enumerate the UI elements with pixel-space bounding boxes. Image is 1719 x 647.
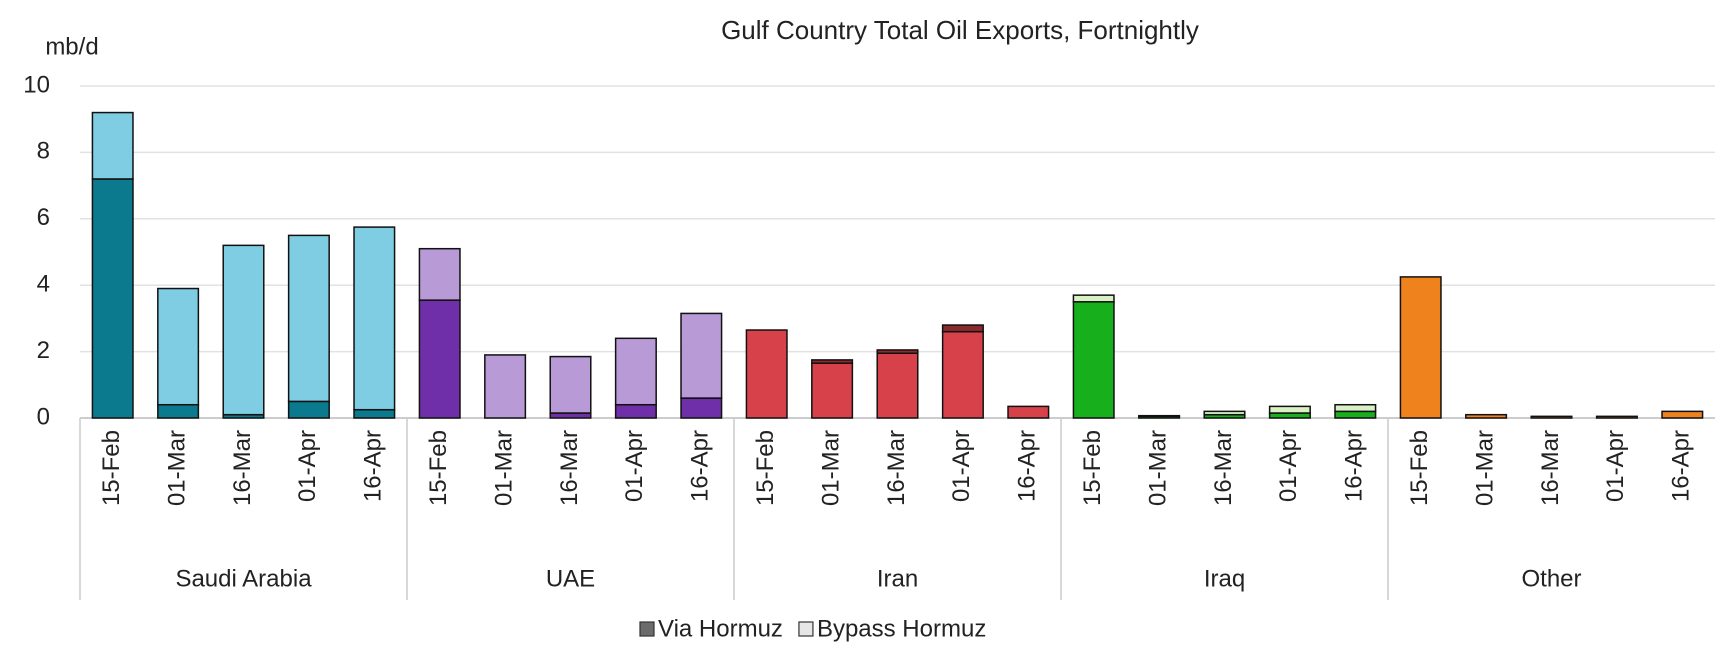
x-tick-label: 16-Apr <box>1341 430 1368 502</box>
bar-segment <box>680 397 723 419</box>
bar-segment <box>418 299 461 419</box>
group-label: Iran <box>877 565 918 592</box>
x-tick-label: 15-Feb <box>752 430 779 506</box>
x-tick-label: 15-Feb <box>1079 430 1106 506</box>
y-axis-label: mb/d <box>45 33 98 60</box>
y-tick-label: 10 <box>23 71 50 98</box>
bar-segment <box>91 178 134 419</box>
x-tick-label: 15-Feb <box>1406 430 1433 506</box>
x-tick-label: 16-Apr <box>360 430 387 502</box>
y-tick-label: 8 <box>37 138 50 165</box>
bar-segment <box>811 362 854 419</box>
x-tick-label: 16-Apr <box>687 430 714 502</box>
x-tick-label: 16-Mar <box>1537 430 1564 506</box>
bar-segment <box>1072 294 1115 303</box>
bar-segment <box>1334 410 1377 419</box>
bar-segment <box>876 352 919 419</box>
y-tick-label: 2 <box>37 337 50 364</box>
x-tick-label: 15-Feb <box>98 430 125 506</box>
bar-segment <box>941 324 984 333</box>
bar-segment <box>614 337 657 406</box>
bar-segment <box>1334 403 1377 413</box>
bar-segment <box>1661 410 1704 419</box>
bar-segment <box>1595 415 1638 419</box>
x-tick-label: 01-Apr <box>294 430 321 502</box>
y-tick-label: 6 <box>37 204 50 231</box>
x-tick-label: 16-Mar <box>556 430 583 506</box>
bar-segment <box>418 247 461 301</box>
legend-label: Bypass Hormuz <box>817 615 986 642</box>
bar-segment <box>1072 301 1115 419</box>
bar-segment <box>222 244 265 416</box>
x-tick-label: 01-Mar <box>1144 430 1171 506</box>
x-tick-label: 16-Mar <box>883 430 910 506</box>
x-tick-label: 16-Mar <box>1210 430 1237 506</box>
bar-segment <box>157 287 200 406</box>
bar-segment <box>1203 410 1246 416</box>
bar-segment <box>287 234 330 403</box>
bar-segment <box>680 312 723 399</box>
y-tick-label: 0 <box>37 403 50 430</box>
legend-swatch <box>798 621 814 637</box>
legend-swatch <box>639 621 655 637</box>
bar-segment <box>745 329 788 419</box>
bar-segment <box>91 111 134 180</box>
bar-segment <box>353 226 396 411</box>
x-tick-label: 01-Apr <box>1275 430 1302 502</box>
x-tick-label: 16-Mar <box>229 430 256 506</box>
x-tick-label: 01-Mar <box>1471 430 1498 506</box>
bar-segment <box>876 349 919 355</box>
group-label: Saudi Arabia <box>175 565 312 592</box>
bar-segment <box>1138 414 1181 418</box>
group-label: Iraq <box>1204 565 1245 592</box>
chart-title: Gulf Country Total Oil Exports, Fortnigh… <box>721 15 1199 45</box>
bar-segment <box>1007 405 1050 419</box>
bar-segment <box>1530 415 1573 419</box>
bar-segment <box>549 355 592 414</box>
x-tick-label: 01-Apr <box>948 430 975 502</box>
bar-segment <box>484 354 527 419</box>
x-tick-label: 01-Apr <box>1602 430 1629 502</box>
x-tick-label: 01-Mar <box>163 430 190 506</box>
bar-segment <box>287 400 330 419</box>
bar-segment <box>941 330 984 419</box>
bar-segment <box>1465 413 1508 419</box>
legend-label: Via Hormuz <box>658 615 783 642</box>
x-tick-label: 15-Feb <box>425 430 452 506</box>
x-tick-label: 01-Apr <box>621 430 648 502</box>
x-tick-label: 01-Mar <box>817 430 844 506</box>
y-tick-label: 4 <box>37 271 50 298</box>
x-tick-label: 16-Apr <box>1014 430 1041 502</box>
group-label: Other <box>1521 565 1581 592</box>
bar-segment <box>1268 405 1311 414</box>
bar-segment <box>811 359 854 364</box>
bar-segment <box>1399 276 1442 419</box>
bar-segment <box>614 403 657 419</box>
x-tick-label: 01-Mar <box>490 430 517 506</box>
group-label: UAE <box>546 565 595 592</box>
x-tick-label: 16-Apr <box>1668 430 1695 502</box>
bar-segment <box>157 403 200 419</box>
bar-segment <box>353 408 396 419</box>
